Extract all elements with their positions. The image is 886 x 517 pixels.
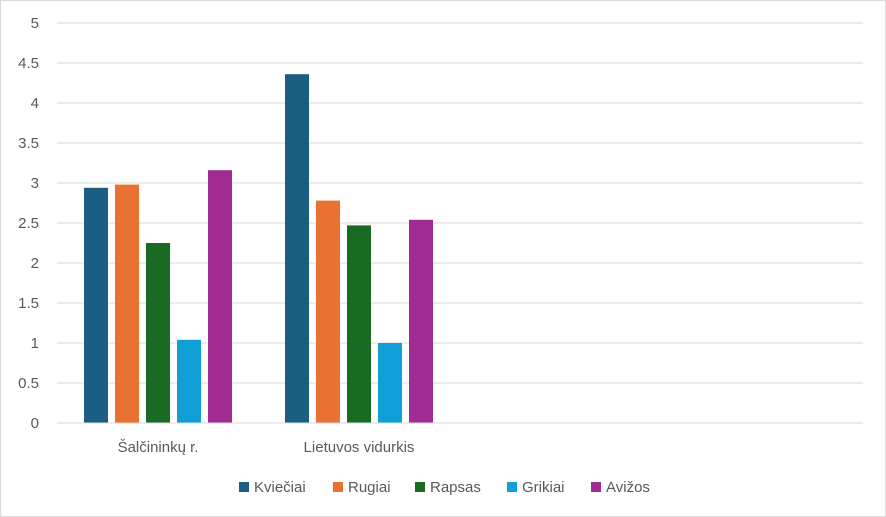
bar-avižos	[208, 170, 232, 423]
legend-swatch	[333, 482, 343, 492]
y-tick-label: 3	[31, 175, 39, 192]
y-tick-label: 2.5	[18, 215, 39, 232]
x-tick-label: Šalčininkų r.	[118, 439, 199, 456]
y-tick-label: 5	[31, 15, 39, 32]
bar-kviečiai	[84, 187, 108, 423]
legend-swatch	[591, 482, 601, 492]
legend-label: Kviečiai	[254, 479, 306, 496]
y-tick-label: 1.5	[18, 295, 39, 312]
legend-item-grikiai: Grikiai	[507, 479, 565, 496]
y-tick-label: 1	[31, 335, 39, 352]
bars	[84, 74, 433, 423]
y-tick-label: 3.5	[18, 135, 39, 152]
legend-swatch	[239, 482, 249, 492]
x-tick-label: Lietuvos vidurkis	[304, 439, 415, 456]
x-axis-tick-labels: Šalčininkų r. Lietuvos vidurkis	[118, 439, 415, 456]
legend-label: Avižos	[606, 479, 650, 496]
bar-grikiai	[177, 339, 201, 423]
bar-rugiai	[115, 184, 139, 423]
y-tick-label: 4.5	[18, 55, 39, 72]
bar-grikiai	[378, 343, 402, 423]
bar-rugiai	[316, 200, 340, 423]
legend-item-kviečiai: Kviečiai	[239, 479, 306, 496]
legend-swatch	[507, 482, 517, 492]
legend-item-rapsas: Rapsas	[415, 479, 481, 496]
bar-rapsas	[146, 243, 170, 423]
y-tick-label: 2	[31, 255, 39, 272]
bar-avižos	[409, 219, 433, 423]
legend-label: Rapsas	[430, 479, 481, 496]
legend: Kviečiai Rugiai Rapsas Grikiai Avižos	[239, 479, 650, 496]
legend-swatch	[415, 482, 425, 492]
legend-label: Rugiai	[348, 479, 391, 496]
legend-label: Grikiai	[522, 479, 565, 496]
bar-rapsas	[347, 225, 371, 423]
y-tick-label: 0.5	[18, 375, 39, 392]
y-axis-tick-labels: 0 0.5 1 1.5 2 2.5 3 3.5 4 4.5 5	[18, 15, 39, 432]
legend-item-rugiai: Rugiai	[333, 479, 391, 496]
y-tick-label: 4	[31, 95, 39, 112]
legend-item-avižos: Avižos	[591, 479, 650, 496]
bar-kviečiai	[285, 74, 309, 423]
gridlines	[57, 22, 863, 384]
y-tick-label: 0	[31, 415, 39, 432]
